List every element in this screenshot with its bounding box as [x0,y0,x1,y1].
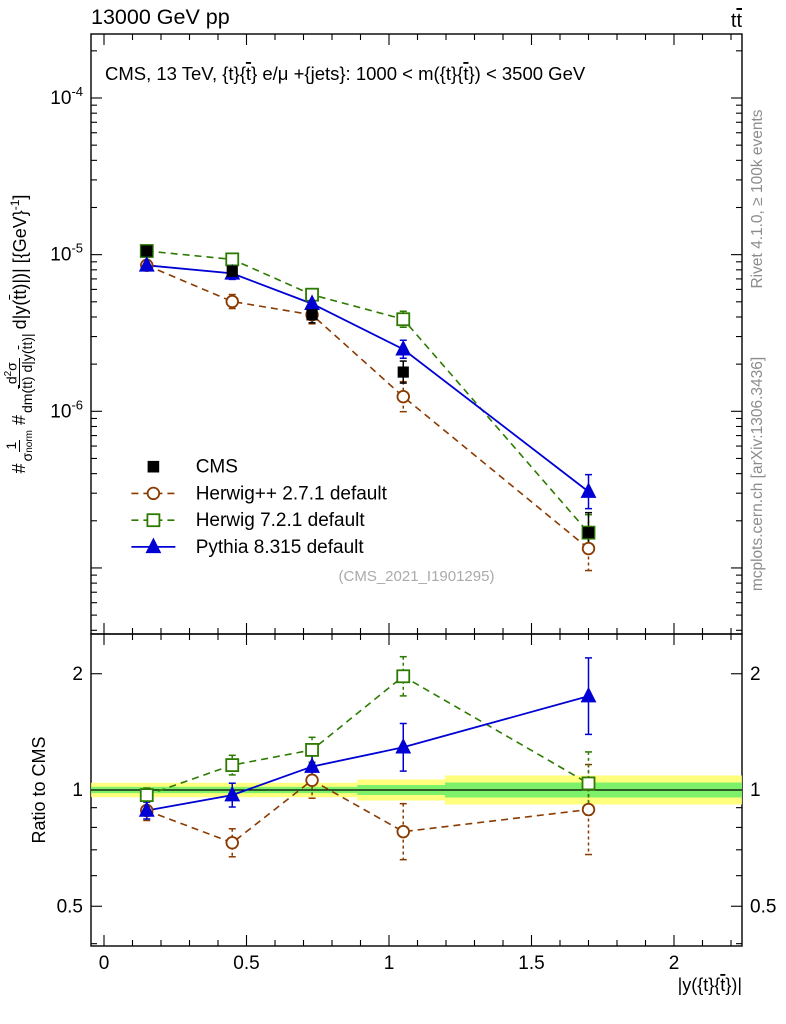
svg-text:1.5: 1.5 [518,953,544,974]
svg-text:Herwig 7.2.1 default: Herwig 7.2.1 default [196,510,366,531]
svg-text:|y({t}{t})|: |y({t}{t})| [678,975,742,995]
svg-text:tt: tt [731,10,743,32]
svg-text:0.5: 0.5 [750,896,776,917]
svg-text:1: 1 [750,780,761,801]
svg-text:0.5: 0.5 [233,953,259,974]
svg-text:Pythia 8.315 default: Pythia 8.315 default [196,537,365,558]
svg-text:0.5: 0.5 [57,896,83,917]
svg-text:1: 1 [384,953,395,974]
svg-text:2: 2 [72,664,83,685]
svg-text:Ratio to CMS: Ratio to CMS [29,736,49,843]
svg-text:Rivet 4.1.0, ≥ 100k events: Rivet 4.1.0, ≥ 100k events [749,109,766,288]
svg-text:Herwig++ 2.7.1 default: Herwig++ 2.7.1 default [196,483,388,504]
svg-text:2: 2 [750,664,761,685]
svg-text:13000 GeV pp: 13000 GeV pp [91,5,230,29]
svg-text:0: 0 [99,953,110,974]
svg-text:CMS, 13 TeV, {t}{t} e/μ +{jets: CMS, 13 TeV, {t}{t} e/μ +{jets}: 1000 < … [105,63,586,84]
svg-text:1: 1 [72,780,83,801]
svg-text:mcplots.cern.ch [arXiv:1306.34: mcplots.cern.ch [arXiv:1306.3436] [749,357,766,591]
svg-text:(CMS_2021_I1901295): (CMS_2021_I1901295) [339,568,495,585]
svg-text:CMS: CMS [196,457,238,478]
svg-text:2: 2 [669,953,680,974]
